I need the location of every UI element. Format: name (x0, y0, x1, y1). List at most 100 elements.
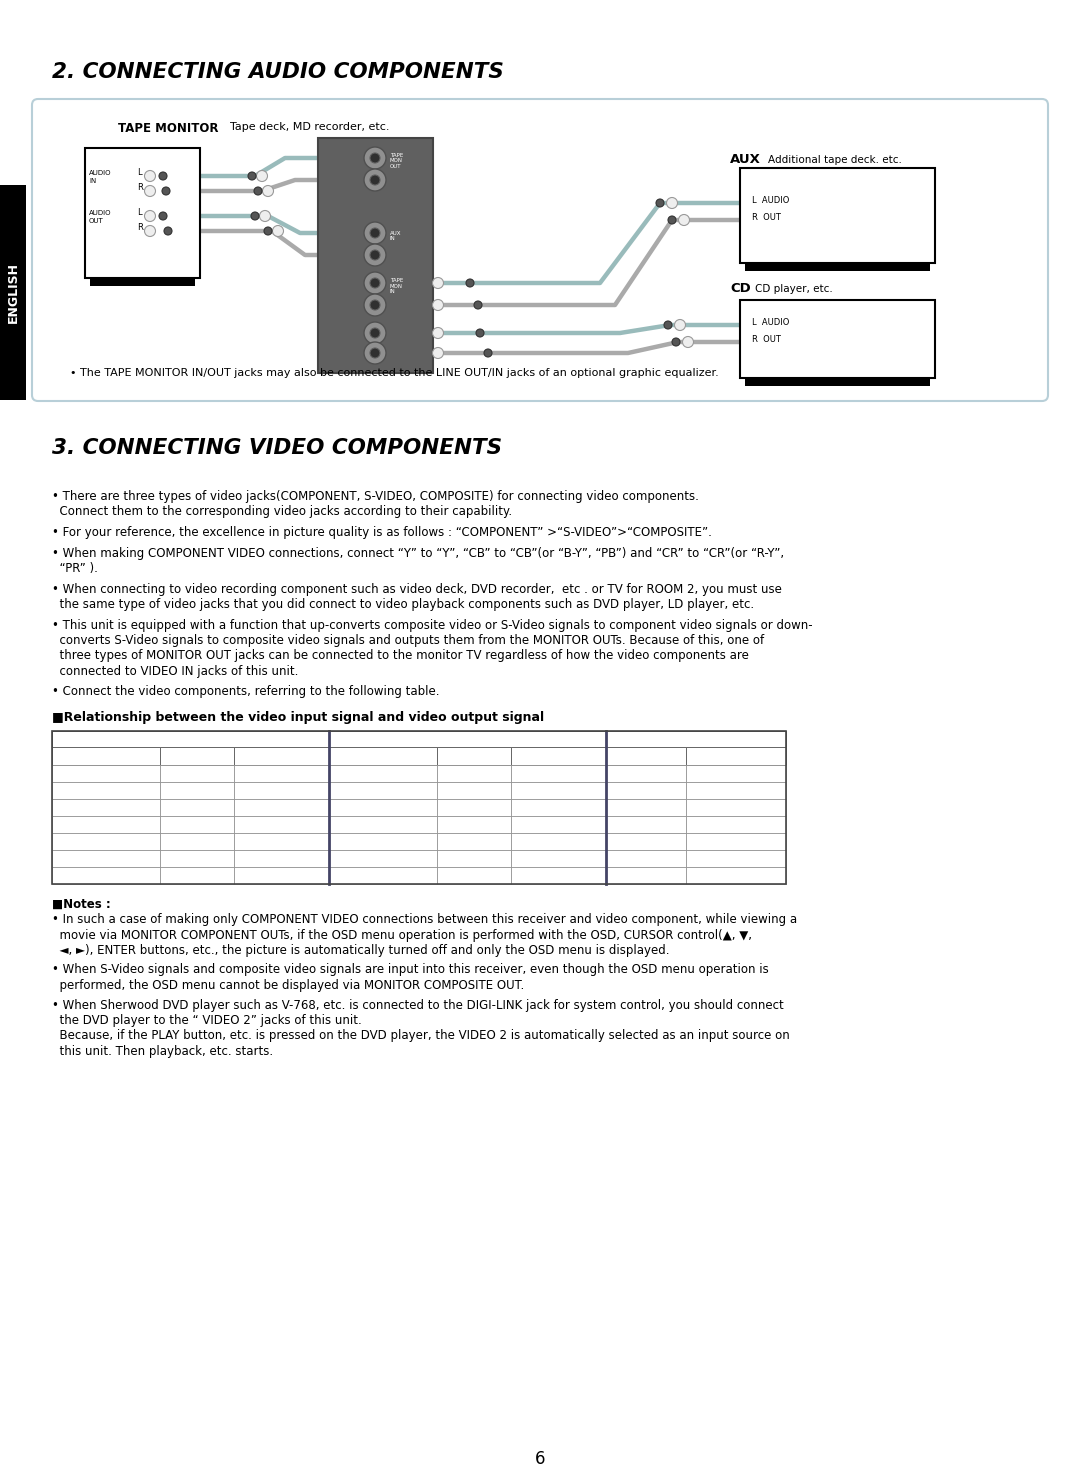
Text: ×: × (278, 853, 286, 864)
Circle shape (370, 328, 380, 339)
Bar (234, 816, 329, 833)
Text: Composite: Composite (705, 769, 767, 778)
Bar (437, 833, 511, 850)
Bar (329, 782, 437, 799)
Bar (686, 747, 786, 765)
Circle shape (364, 294, 386, 317)
Bar (686, 816, 786, 833)
Text: ○: ○ (102, 871, 110, 880)
Text: ○: ○ (102, 853, 110, 864)
Bar (437, 816, 511, 833)
Circle shape (364, 222, 386, 244)
Bar (606, 816, 686, 833)
Text: Composite: Composite (443, 837, 505, 846)
Circle shape (370, 300, 380, 311)
Bar (437, 850, 511, 867)
Circle shape (254, 186, 262, 195)
FancyBboxPatch shape (32, 99, 1048, 401)
Text: Video input signals: Video input signals (143, 734, 238, 744)
Circle shape (251, 211, 259, 220)
Text: ×: × (731, 819, 741, 830)
Text: three types of MONITOR OUT jacks can be connected to the monitor TV regardless o: three types of MONITOR OUT jacks can be … (52, 649, 748, 663)
Text: • When connecting to video recording component such as video deck, DVD recorder,: • When connecting to video recording com… (52, 583, 782, 596)
Circle shape (159, 172, 167, 180)
Text: Composite: Composite (527, 837, 590, 846)
Text: S-Video: S-Video (537, 853, 581, 864)
Circle shape (145, 170, 156, 182)
Circle shape (432, 348, 444, 358)
Bar (511, 765, 606, 782)
Bar (745, 263, 930, 271)
Text: S-Video: S-Video (361, 803, 405, 812)
Text: S-Video: S-Video (537, 785, 581, 796)
Text: ◄, ►), ENTER buttons, etc., the picture is automatically turned off and only the: ◄, ►), ENTER buttons, etc., the picture … (52, 944, 670, 957)
Bar (329, 731, 606, 747)
Circle shape (432, 327, 444, 339)
Text: ×: × (731, 785, 741, 796)
Circle shape (664, 321, 672, 328)
Circle shape (145, 210, 156, 222)
Text: • When making COMPONENT VIDEO connections, connect “Y” to “Y”, “CB” to “CB”(or “: • When making COMPONENT VIDEO connection… (52, 547, 784, 559)
Text: S-VIDEO: S-VIDEO (175, 751, 218, 760)
Text: CD: CD (730, 282, 751, 294)
Bar (437, 782, 511, 799)
Text: Composite: Composite (527, 871, 590, 880)
Text: L  AUDIO: L AUDIO (752, 318, 789, 327)
Bar (52, 765, 160, 782)
Circle shape (370, 152, 380, 163)
Text: ×: × (642, 769, 650, 778)
Bar (606, 765, 686, 782)
Text: S-Video: S-Video (451, 853, 496, 864)
Bar (686, 765, 786, 782)
Text: ×: × (102, 803, 110, 812)
Bar (234, 850, 329, 867)
Text: S-VIDEO: S-VIDEO (624, 751, 667, 760)
Text: L: L (137, 209, 141, 217)
Bar (160, 799, 234, 816)
Text: R: R (137, 183, 143, 192)
Circle shape (259, 210, 270, 222)
Bar (686, 799, 786, 816)
Bar (52, 799, 160, 816)
Text: ×: × (192, 769, 201, 778)
Text: AUDIO: AUDIO (89, 210, 111, 216)
Text: R: R (137, 223, 143, 232)
Circle shape (476, 328, 484, 337)
Text: Component: Component (349, 871, 417, 880)
Bar (160, 747, 234, 765)
Bar (511, 850, 606, 867)
Circle shape (656, 200, 664, 207)
Text: Component: Component (349, 837, 417, 846)
Circle shape (432, 300, 444, 311)
Bar (234, 782, 329, 799)
Circle shape (675, 319, 686, 330)
Text: AUX: AUX (730, 152, 761, 166)
Text: the same type of video jacks that you did connect to video playback components s: the same type of video jacks that you di… (52, 598, 754, 611)
Circle shape (257, 170, 268, 182)
Text: Because, if the PLAY button, etc. is pressed on the DVD player, the VIDEO 2 is a: Because, if the PLAY button, etc. is pre… (52, 1029, 789, 1043)
Bar (329, 867, 437, 884)
Text: Composite: Composite (705, 837, 767, 846)
Circle shape (432, 278, 444, 288)
Bar (52, 731, 329, 747)
Circle shape (145, 225, 156, 237)
Circle shape (364, 244, 386, 266)
Text: COMPOSITE: COMPOSITE (249, 751, 313, 760)
Text: ×: × (102, 785, 110, 796)
Bar (437, 765, 511, 782)
Circle shape (683, 337, 693, 348)
Text: ○: ○ (192, 871, 202, 880)
Bar (52, 747, 160, 765)
Circle shape (364, 169, 386, 191)
Bar (234, 747, 329, 765)
Text: connected to VIDEO IN jacks of this unit.: connected to VIDEO IN jacks of this unit… (52, 666, 298, 677)
Text: Composite: Composite (443, 769, 505, 778)
Circle shape (666, 198, 677, 209)
Bar (606, 747, 686, 765)
Text: Composite: Composite (352, 769, 415, 778)
Text: TAPE
MON
OUT: TAPE MON OUT (390, 152, 403, 169)
Text: the DVD player to the “ VIDEO 2” jacks of this unit.: the DVD player to the “ VIDEO 2” jacks o… (52, 1015, 362, 1026)
Text: ○: ○ (276, 837, 286, 846)
Text: converts S-Video signals to composite video signals and outputs them from the MO: converts S-Video signals to composite vi… (52, 634, 765, 646)
Text: • Connect the video components, referring to the following table.: • Connect the video components, referrin… (52, 685, 440, 698)
